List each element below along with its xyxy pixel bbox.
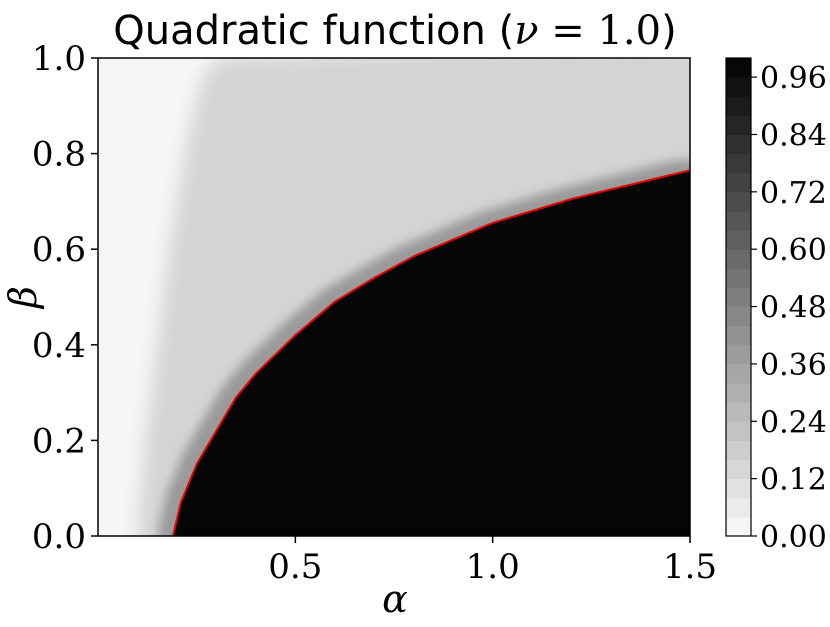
plot-area — [98, 58, 690, 536]
colorbar-band — [726, 115, 751, 135]
colorbar-band — [726, 249, 751, 269]
colorbar-tick-label: 0.00 — [760, 520, 827, 555]
y-tick-label: 0.0 — [32, 517, 86, 557]
chart-title-eq: = 1.0 — [539, 8, 662, 54]
colorbar-band — [726, 306, 751, 327]
colorbar-band — [726, 58, 751, 78]
colorbar-band — [726, 363, 751, 384]
colorbar-band — [726, 440, 751, 461]
colorbar-tick-label: 0.96 — [760, 61, 827, 96]
boundary-curve — [172, 169, 690, 536]
colorbar-frame — [725, 57, 752, 537]
colorbar-band — [726, 287, 751, 308]
colorbar-band — [726, 210, 751, 231]
colorbar-band — [726, 497, 751, 518]
y-tick-label: 0.6 — [32, 230, 86, 270]
colorbar-band — [726, 268, 751, 288]
colorbar-band — [726, 344, 751, 365]
x-tick-label: 1.0 — [466, 547, 520, 587]
black-region — [173, 170, 690, 536]
colorbar-band — [726, 96, 751, 116]
chart-title: Quadratic function (ν = 1.0) — [113, 8, 676, 54]
y-tick-label: 0.4 — [32, 326, 86, 366]
colorbar-band — [726, 77, 751, 97]
colorbar-tick-label: 0.60 — [760, 233, 827, 268]
colorbar-band — [726, 325, 751, 346]
colorbar-tick-label: 0.48 — [760, 291, 827, 326]
colorbar-band — [726, 478, 751, 499]
y-tick-label: 1.0 — [32, 39, 86, 79]
colorbar: 0.00 0.12 0.24 0.36 0.48 0.60 0.72 0.84 0.96 — [725, 57, 827, 555]
colorbar-band — [726, 402, 751, 422]
y-axis-label: β — [1, 286, 45, 310]
y-tick-label: 0.2 — [32, 421, 86, 461]
colorbar-band — [726, 134, 751, 155]
colorbar-tick-label: 0.84 — [760, 118, 827, 153]
chart-title-prefix: Quadratic function ( — [113, 8, 514, 54]
colorbar-band — [726, 230, 751, 250]
colorbar-band — [726, 421, 751, 441]
colorbar-band — [726, 191, 751, 212]
colorbar-tick-label: 0.24 — [760, 405, 827, 440]
colorbar-band — [726, 516, 751, 537]
chart-title-math: ν — [514, 8, 538, 54]
chart-title-suffix: ) — [661, 8, 677, 54]
y-tick-label: 0.8 — [32, 135, 86, 175]
colorbar-tick-label: 0.36 — [760, 348, 827, 383]
colorbar-band — [726, 459, 751, 480]
colorbar-tick-label: 0.72 — [760, 176, 827, 211]
x-tick-label: 0.5 — [268, 547, 322, 587]
colorbar-band — [726, 172, 751, 193]
colorbar-band — [726, 383, 751, 403]
x-axis: 0.5 1.0 1.5 — [268, 536, 717, 587]
colorbar-tick-label: 0.12 — [760, 463, 827, 498]
plot-frame — [97, 57, 691, 537]
colorbar-band — [726, 153, 751, 174]
y-axis: 0.0 0.2 0.4 0.6 0.8 1.0 — [32, 39, 98, 557]
x-tick-label: 1.5 — [663, 547, 717, 587]
x-axis-label: α — [382, 577, 408, 621]
